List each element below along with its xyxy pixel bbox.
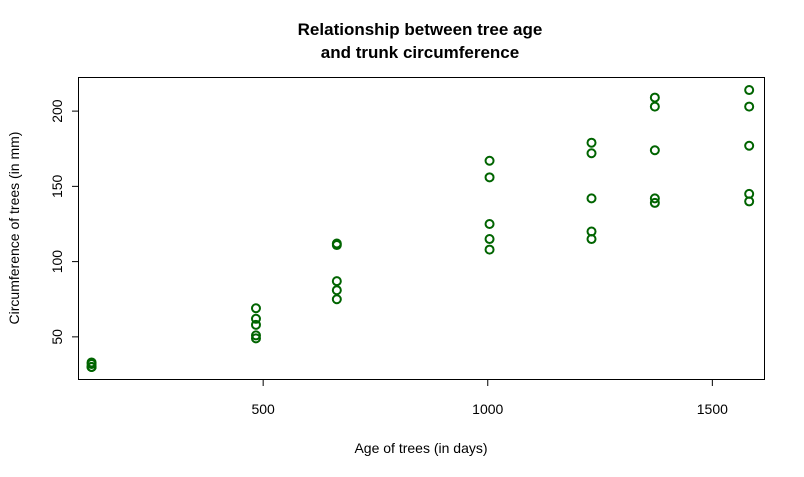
data-point <box>86 361 97 372</box>
data-point <box>484 172 495 183</box>
data-point <box>250 313 261 324</box>
x-tick-label: 500 <box>251 401 275 417</box>
y-tick-label: 50 <box>49 329 65 345</box>
data-point <box>586 137 597 148</box>
x-tick-label: 1500 <box>697 401 728 417</box>
y-tick-label: 150 <box>49 174 65 198</box>
x-axis: 500 1000 1500 <box>251 379 728 417</box>
data-point <box>586 193 597 204</box>
data-point <box>484 244 495 255</box>
data-point <box>250 330 261 341</box>
data-point <box>744 85 755 96</box>
data-point <box>649 92 660 103</box>
chart-title-line-1: Relationship between tree age <box>298 20 543 39</box>
data-point <box>744 101 755 112</box>
plot-frame <box>78 77 765 380</box>
data-point <box>250 333 261 344</box>
x-axis-label: Age of trees (in days) <box>354 440 487 456</box>
data-point <box>484 155 495 166</box>
data-point <box>586 148 597 159</box>
data-point <box>484 234 495 245</box>
y-tick-label: 200 <box>49 99 65 123</box>
data-point <box>331 276 342 287</box>
data-point <box>744 196 755 207</box>
data-point <box>331 285 342 296</box>
data-point <box>649 101 660 112</box>
data-point <box>649 197 660 208</box>
x-tick-label: 1000 <box>472 401 503 417</box>
data-points <box>86 85 755 372</box>
data-point <box>586 234 597 245</box>
data-point <box>250 319 261 330</box>
y-axis-label: Circumference of trees (in mm) <box>6 132 22 325</box>
y-tick-label: 100 <box>49 250 65 274</box>
chart-title-line-2: and trunk circumference <box>321 43 519 62</box>
data-point <box>484 218 495 229</box>
data-point <box>86 358 97 369</box>
data-point <box>331 238 342 249</box>
y-axis: 50 100 150 200 <box>49 99 79 345</box>
data-point <box>649 145 660 156</box>
data-point <box>649 193 660 204</box>
data-point <box>744 140 755 151</box>
data-point <box>250 303 261 314</box>
data-point <box>331 294 342 305</box>
